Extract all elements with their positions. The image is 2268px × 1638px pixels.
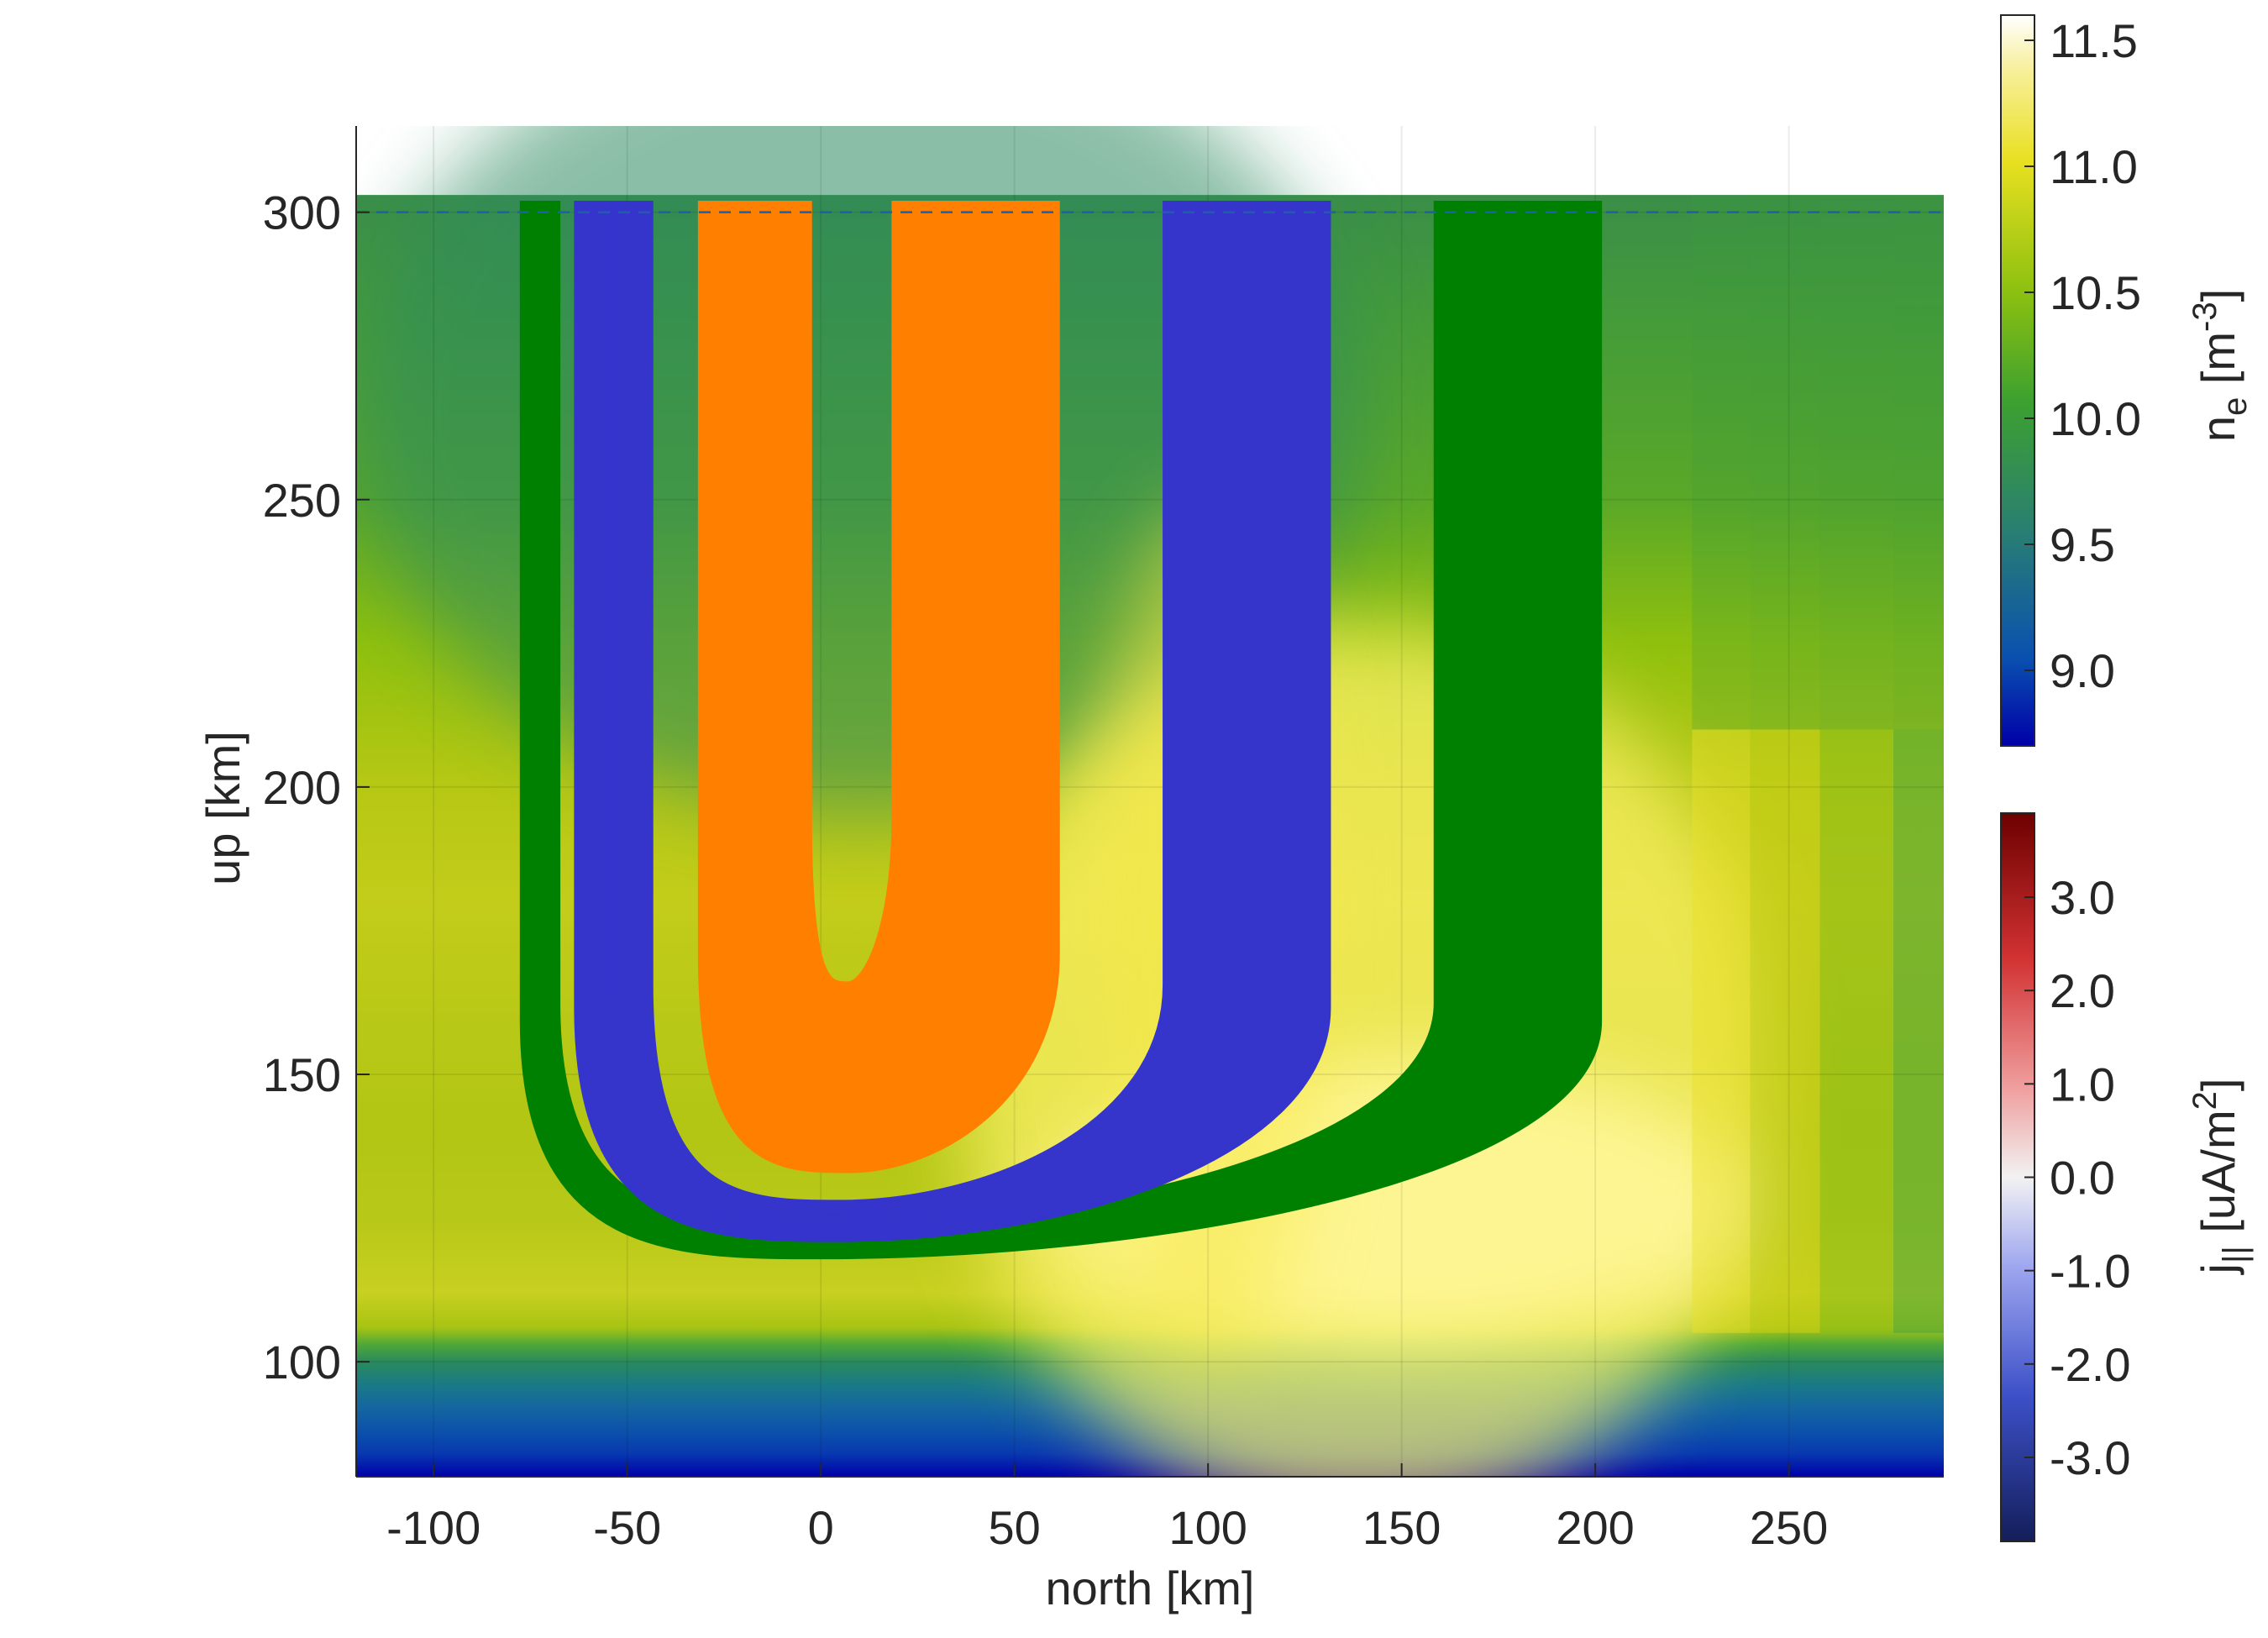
colorbar-ne-gradient xyxy=(2000,14,2035,747)
axes-frame xyxy=(355,126,1944,1478)
field-line-bundle xyxy=(574,200,1331,1242)
field-line xyxy=(639,200,1177,1214)
field-line-bundles xyxy=(519,200,1603,1260)
y-tick-label: 200 xyxy=(263,761,341,814)
x-tick-label: 250 xyxy=(1750,1501,1828,1554)
field-line xyxy=(798,200,906,995)
colorbar-tick-label: 10.5 xyxy=(2050,266,2141,319)
field-line-bundle xyxy=(697,200,1060,1173)
x-tick-label: -100 xyxy=(386,1501,480,1554)
colorbar-tick-label: 10.0 xyxy=(2050,392,2141,445)
heatmap-band-upper xyxy=(1750,195,1820,730)
x-tick-label: 50 xyxy=(989,1501,1041,1554)
heatmap-band xyxy=(1750,729,1820,1333)
heatmap-band-upper xyxy=(1692,195,1751,730)
y-axis-ticks: 100 150 200 250 300 xyxy=(263,186,370,1389)
colorbar-j-ticks: -3.0 -2.0 -1.0 0.0 1.0 2.0 3.0 xyxy=(2024,871,2131,1484)
colorbar-tick-label: 11.0 xyxy=(2050,140,2138,193)
y-tick-label: 300 xyxy=(263,186,341,239)
y-tick-label: 250 xyxy=(263,474,341,527)
colorbar-tick-label: 11.5 xyxy=(2050,14,2138,67)
x-tick-label: 150 xyxy=(1362,1501,1441,1554)
x-tick-label: 100 xyxy=(1168,1501,1247,1554)
colorbar-tick-label: 3.0 xyxy=(2050,871,2115,924)
colorbar-tick-label: 9.0 xyxy=(2050,644,2115,697)
y-tick-label: 100 xyxy=(263,1336,341,1389)
colorbar-ne-ticks: 9.0 9.5 10.0 10.5 11.0 11.5 xyxy=(2024,14,2141,697)
colorbar-ne: 9.0 9.5 10.0 10.5 11.0 11.5 ne [m-3] xyxy=(2000,14,2254,747)
heatmap-band xyxy=(1692,729,1751,1333)
colorbar-tick-label: 2.0 xyxy=(2050,964,2115,1017)
x-axis-ticks: -100 -50 0 50 100 150 200 250 xyxy=(386,1463,1828,1554)
colorbar-ne-label: ne [m-3] xyxy=(2187,289,2254,442)
heatmap-band xyxy=(1819,729,1894,1333)
colorbar-j-label: j|| [uA/m2] xyxy=(2187,1079,2254,1276)
x-axis-label: north [km] xyxy=(1046,1562,1255,1614)
heatmap-band xyxy=(1893,729,1944,1333)
y-axis-label: up [km] xyxy=(197,731,249,885)
colorbar-tick-label: 0.0 xyxy=(2050,1152,2115,1205)
colorbar-tick-label: -3.0 xyxy=(2050,1431,2131,1484)
colorbar-tick-label: 9.5 xyxy=(2050,518,2115,571)
plot-area: -100 -50 0 50 100 150 200 250 100 150 200 250 300 n… xyxy=(197,126,1944,1614)
x-tick-label: 200 xyxy=(1556,1501,1634,1554)
heatmap-band-upper xyxy=(1819,195,1894,730)
y-tick-label: 150 xyxy=(263,1048,341,1101)
colorbar-tick-label: 1.0 xyxy=(2050,1058,2115,1110)
colorbar-tick-label: -1.0 xyxy=(2050,1245,2131,1298)
heatmap-band-upper xyxy=(1893,195,1944,730)
x-tick-label: 0 xyxy=(808,1501,834,1554)
colorbar-tick-label: -2.0 xyxy=(2050,1338,2131,1391)
colorbar-j: -3.0 -2.0 -1.0 0.0 1.0 2.0 3.0 j|| [uA/m2] xyxy=(2000,812,2254,1542)
x-tick-label: -50 xyxy=(593,1501,661,1554)
